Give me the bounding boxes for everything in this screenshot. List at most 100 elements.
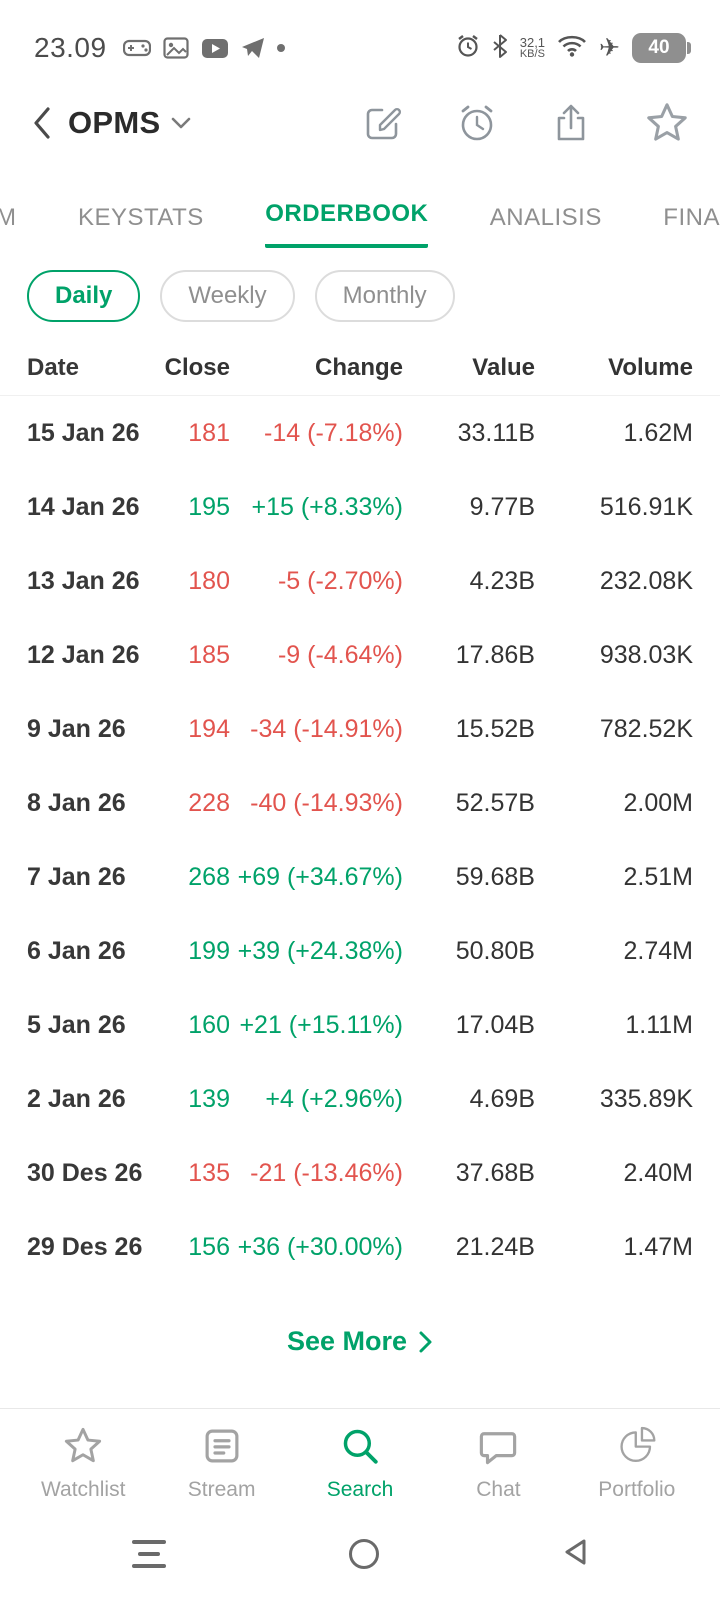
row-date: 14 Jan 26 [27, 492, 140, 521]
period-filters: Daily Weekly Monthly [0, 270, 720, 322]
table-row[interactable]: 14 Jan 26 195 +15 (+8.33%) 9.77B 516.91K [0, 470, 720, 544]
row-change: -21 (-13.46%) [250, 1158, 403, 1187]
tab-keystats[interactable]: KEYSTATS [77, 204, 204, 231]
row-date: 30 Des 26 [27, 1158, 143, 1187]
battery-indicator: 40 [632, 33, 691, 63]
row-volume: 2.51M [623, 862, 693, 891]
table-row[interactable]: 9 Jan 26 194 -34 (-14.91%) 15.52B 782.52… [0, 692, 720, 766]
row-close: 228 [188, 788, 230, 817]
status-bar: 23.09 32,1 KB/S [0, 0, 720, 72]
symbol-dropdown-chevron-icon[interactable] [171, 116, 191, 130]
row-value: 52.57B [455, 788, 535, 817]
table-row[interactable]: 13 Jan 26 180 -5 (-2.70%) 4.23B 232.08K [0, 544, 720, 618]
row-date: 6 Jan 26 [27, 936, 126, 965]
row-date: 29 Des 26 [27, 1232, 143, 1261]
table-row[interactable]: 15 Jan 26 181 -14 (-7.18%) 33.11B 1.62M [0, 396, 720, 470]
row-value: 4.69B [469, 1084, 535, 1113]
share-icon[interactable] [550, 102, 592, 144]
table-row[interactable]: 6 Jan 26 199 +39 (+24.38%) 50.80B 2.74M [0, 914, 720, 988]
row-change: +39 (+24.38%) [237, 936, 403, 965]
row-close: 181 [188, 418, 230, 447]
android-menu-icon[interactable] [132, 1540, 166, 1568]
nav-chat[interactable]: Chat [429, 1425, 567, 1502]
table-row[interactable]: 7 Jan 26 268 +69 (+34.67%) 59.68B 2.51M [0, 840, 720, 914]
see-more-link[interactable]: See More [0, 1326, 720, 1357]
filter-daily[interactable]: Daily [27, 270, 141, 322]
table-row[interactable]: 30 Des 26 135 -21 (-13.46%) 37.68B 2.40M [0, 1136, 720, 1210]
row-date: 5 Jan 26 [27, 1010, 126, 1039]
filter-monthly[interactable]: Monthly [314, 270, 455, 322]
row-value: 4.23B [469, 566, 535, 595]
table-row[interactable]: 2 Jan 26 139 +4 (+2.96%) 4.69B 335.89K [0, 1062, 720, 1136]
row-change: -34 (-14.91%) [250, 714, 403, 743]
row-change: -14 (-7.18%) [264, 418, 403, 447]
row-change: -40 (-14.93%) [250, 788, 403, 817]
tab-financial-fragment[interactable]: FINA [663, 204, 720, 231]
table-row[interactable]: 5 Jan 26 160 +21 (+15.11%) 17.04B 1.11M [0, 988, 720, 1062]
header-volume: Volume [608, 353, 693, 381]
tab-analisis[interactable]: ANALISIS [489, 204, 602, 231]
row-date: 13 Jan 26 [27, 566, 140, 595]
symbol-title[interactable]: OPMS [68, 105, 161, 140]
alarm-status-icon [456, 34, 480, 63]
tab-stream-fragment[interactable]: M [0, 204, 17, 231]
row-value: 33.11B [457, 418, 535, 447]
row-value: 9.77B [469, 492, 535, 521]
back-button[interactable] [30, 105, 54, 141]
search-icon [343, 1429, 378, 1464]
table-row[interactable]: 29 Des 26 156 +36 (+30.00%) 21.24B 1.47M [0, 1210, 720, 1284]
watchlist-star-icon [65, 1427, 102, 1463]
row-change: +15 (+8.33%) [251, 492, 404, 521]
clock-time: 23.09 [34, 32, 107, 63]
network-speed-indicator: 32,1 KB/S [519, 35, 546, 60]
row-volume: 1.62M [623, 418, 693, 447]
compose-icon[interactable] [362, 102, 404, 144]
bluetooth-icon [492, 33, 508, 63]
android-home-icon[interactable] [349, 1539, 379, 1569]
favorite-star-icon[interactable] [644, 100, 690, 146]
row-date: 15 Jan 26 [27, 418, 140, 447]
row-value: 37.68B [455, 1158, 535, 1187]
nav-watchlist[interactable]: Watchlist [14, 1425, 152, 1502]
row-date: 12 Jan 26 [27, 640, 140, 669]
row-volume: 1.47M [623, 1232, 693, 1261]
chevron-right-icon [419, 1331, 432, 1352]
row-value: 50.80B [455, 936, 535, 965]
row-volume: 335.89K [599, 1084, 693, 1113]
table-row[interactable]: 8 Jan 26 228 -40 (-14.93%) 52.57B 2.00M [0, 766, 720, 840]
android-navigation-bar [0, 1508, 720, 1600]
row-change: +21 (+15.11%) [239, 1010, 403, 1039]
tab-orderbook[interactable]: ORDERBOOK [265, 200, 429, 248]
nav-search[interactable]: Search [291, 1425, 429, 1502]
airplane-mode-icon: ✈ [599, 34, 620, 62]
row-volume: 232.08K [599, 566, 693, 595]
row-change: +36 (+30.00%) [237, 1232, 403, 1261]
android-back-icon[interactable] [562, 1538, 588, 1571]
row-change: -5 (-2.70%) [277, 566, 403, 595]
filter-weekly[interactable]: Weekly [160, 270, 295, 322]
row-change: +4 (+2.96%) [265, 1084, 403, 1113]
section-tabs: M KEYSTATS ORDERBOOK ANALISIS FINA [0, 200, 720, 248]
header-close: Close [164, 353, 230, 381]
header-value: Value [472, 353, 535, 381]
row-close: 135 [188, 1158, 230, 1187]
row-close: 139 [188, 1084, 230, 1113]
nav-stream[interactable]: Stream [152, 1425, 290, 1502]
row-volume: 2.40M [623, 1158, 693, 1187]
row-close: 160 [188, 1010, 230, 1039]
row-close: 194 [188, 714, 230, 743]
price-alert-icon[interactable] [456, 102, 498, 144]
row-date: 7 Jan 26 [27, 862, 126, 891]
row-close: 185 [188, 640, 230, 669]
row-change: -9 (-4.64%) [277, 640, 403, 669]
bottom-navigation: Watchlist Stream Search Chat Portfolio [0, 1408, 720, 1508]
gamepad-notification-icon [122, 38, 151, 58]
page-header: OPMS [0, 80, 720, 166]
table-row[interactable]: 12 Jan 26 185 -9 (-4.64%) 17.86B 938.03K [0, 618, 720, 692]
header-date: Date [27, 353, 80, 381]
nav-portfolio[interactable]: Portfolio [568, 1425, 706, 1502]
row-volume: 782.52K [599, 714, 693, 743]
row-close: 195 [188, 492, 230, 521]
row-value: 17.04B [455, 1010, 535, 1039]
